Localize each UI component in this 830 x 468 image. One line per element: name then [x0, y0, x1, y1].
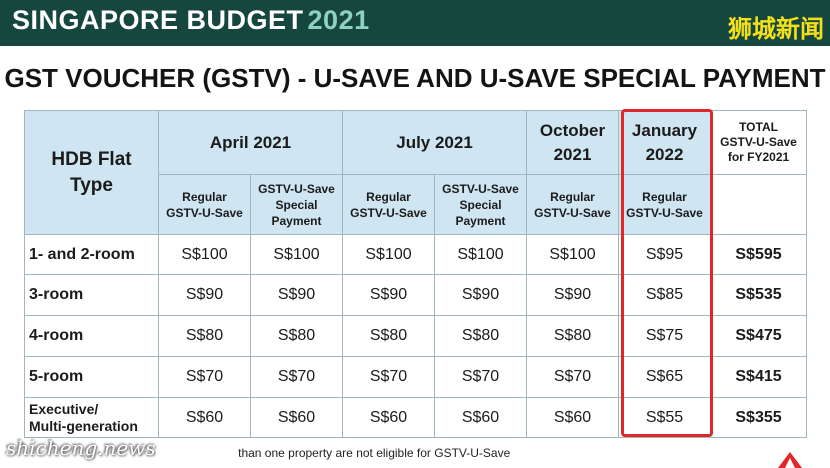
- cell-value: S$100: [158, 234, 251, 275]
- subheader-regular-line2: GSTV-U-Save: [350, 205, 427, 220]
- cell-value: S$100: [526, 234, 620, 275]
- subheader-october-regular: Regular GSTV-U-Save: [526, 174, 620, 235]
- row-flat-type: 4-room: [24, 315, 159, 357]
- cell-value: S$60: [342, 397, 436, 438]
- subheader-regular-line1: Regular: [182, 189, 227, 204]
- header-july-2021: July 2021: [342, 110, 528, 175]
- header-total-line3: for FY2021: [727, 150, 790, 164]
- cell-value: S$80: [434, 315, 528, 357]
- footnote-text: than one property are not eligible for G…: [238, 446, 511, 460]
- row-flat-type: 1- and 2-room: [24, 234, 159, 275]
- cell-value: S$90: [526, 274, 620, 316]
- table-row: 1- and 2-room S$100 S$100 S$100 S$100 S$…: [24, 234, 808, 275]
- subheader-regular-line2: GSTV-U-Save: [626, 205, 703, 220]
- row-flat-type-line2: Multi-generation: [29, 417, 138, 434]
- row-flat-type: 5-room: [24, 356, 159, 398]
- cell-total: S$355: [710, 397, 808, 438]
- banner-title: SINGAPORE BUDGET 2021: [12, 5, 370, 36]
- subheader-july-special: GSTV-U-Save Special Payment: [434, 174, 528, 235]
- header-total-line1: TOTAL: [739, 120, 778, 134]
- footnote: Households whose members own more than o…: [24, 446, 511, 460]
- cell-value: S$100: [434, 234, 528, 275]
- subheader-regular-line2: GSTV-U-Save: [534, 205, 611, 220]
- cell-value: S$90: [342, 274, 436, 316]
- cell-value: S$90: [158, 274, 251, 316]
- cell-value: S$60: [158, 397, 251, 438]
- subheader-july-regular: Regular GSTV-U-Save: [342, 174, 436, 235]
- page-headline: GST VOUCHER (GSTV) - U-SAVE AND U-SAVE S…: [4, 63, 826, 93]
- cell-value: S$85: [618, 274, 712, 316]
- cell-value: S$65: [618, 356, 712, 398]
- watermark: shicheng.news: [6, 436, 156, 460]
- subheader-special-line3: Payment: [271, 213, 322, 228]
- header-october-line1: October: [539, 120, 606, 140]
- cell-value: S$60: [249, 397, 344, 438]
- cell-value: S$70: [158, 356, 251, 398]
- cell-value: S$100: [342, 234, 436, 275]
- cell-value: S$95: [618, 234, 712, 275]
- cell-value: S$80: [158, 315, 251, 357]
- row-flat-type-line1: Executive/: [29, 400, 99, 417]
- top-banner: SINGAPORE BUDGET 2021 狮城新闻: [0, 0, 830, 46]
- cell-value: S$80: [342, 315, 436, 357]
- cell-value: S$70: [249, 356, 344, 398]
- subheader-april-special: GSTV-U-Save Special Payment: [249, 174, 344, 235]
- subheader-total-blank: [710, 174, 808, 235]
- header-january-2022: January 2022: [618, 110, 712, 175]
- subheader-special-line1: GSTV-U-Save: [258, 181, 335, 196]
- subheader-regular-line1: Regular: [366, 189, 411, 204]
- table-row: 4-room S$80 S$80 S$80 S$80 S$80 S$75 S$4…: [24, 315, 808, 357]
- header-flat-type-line2: Type: [70, 174, 113, 196]
- table-row: Executive/ Multi-generation S$60 S$60 S$…: [24, 397, 808, 438]
- header-total-line2: GSTV-U-Save: [720, 135, 797, 149]
- banner-title-text: SINGAPORE BUDGET: [12, 5, 304, 35]
- subheader-regular-line1: Regular: [550, 189, 595, 204]
- cell-value: S$80: [526, 315, 620, 357]
- cell-value: S$100: [249, 234, 344, 275]
- brand-logo-text: 狮城新闻: [728, 15, 824, 43]
- channel-logo-icon: [778, 452, 802, 468]
- cell-value: S$70: [526, 356, 620, 398]
- header-january-line2: 2022: [645, 144, 684, 164]
- subheader-regular-line2: GSTV-U-Save: [166, 205, 243, 220]
- table-row: 5-room S$70 S$70 S$70 S$70 S$70 S$65 S$4…: [24, 356, 808, 398]
- cell-value: S$80: [249, 315, 344, 357]
- row-flat-type: 3-room: [24, 274, 159, 316]
- subheader-special-line2: Special: [275, 197, 318, 212]
- header-october-line2: 2021: [553, 144, 592, 164]
- gstv-table: HDB Flat Type April 2021 July 2021 Octob…: [24, 110, 808, 438]
- cell-value: S$55: [618, 397, 712, 438]
- subheader-regular-line1: Regular: [642, 189, 687, 204]
- cell-value: S$70: [434, 356, 528, 398]
- header-october-2021: October 2021: [526, 110, 620, 175]
- cell-value: S$90: [434, 274, 528, 316]
- header-april-2021: April 2021: [157, 110, 344, 175]
- row-flat-type: Executive/ Multi-generation: [24, 397, 159, 438]
- cell-value: S$60: [526, 397, 620, 438]
- banner-year: 2021: [307, 5, 370, 35]
- header-total: TOTAL GSTV-U-Save for FY2021: [710, 110, 808, 175]
- cell-value: S$90: [249, 274, 344, 316]
- header-flat-type-line1: HDB Flat: [51, 148, 132, 170]
- header-january-line1: January: [631, 120, 698, 140]
- subheader-april-regular: Regular GSTV-U-Save: [158, 174, 251, 235]
- subheader-special-line3: Payment: [455, 213, 506, 228]
- cell-total: S$415: [710, 356, 808, 398]
- cell-total: S$595: [710, 234, 808, 275]
- subheader-january-regular: Regular GSTV-U-Save: [618, 174, 712, 235]
- cell-value: S$60: [434, 397, 528, 438]
- cell-total: S$475: [710, 315, 808, 357]
- subheader-special-line1: GSTV-U-Save: [442, 181, 519, 196]
- cell-total: S$535: [710, 274, 808, 316]
- table-row: 3-room S$90 S$90 S$90 S$90 S$90 S$85 S$5…: [24, 274, 808, 316]
- header-flat-type: HDB Flat Type: [24, 110, 159, 235]
- cell-value: S$75: [618, 315, 712, 357]
- cell-value: S$70: [342, 356, 436, 398]
- subheader-special-line2: Special: [459, 197, 502, 212]
